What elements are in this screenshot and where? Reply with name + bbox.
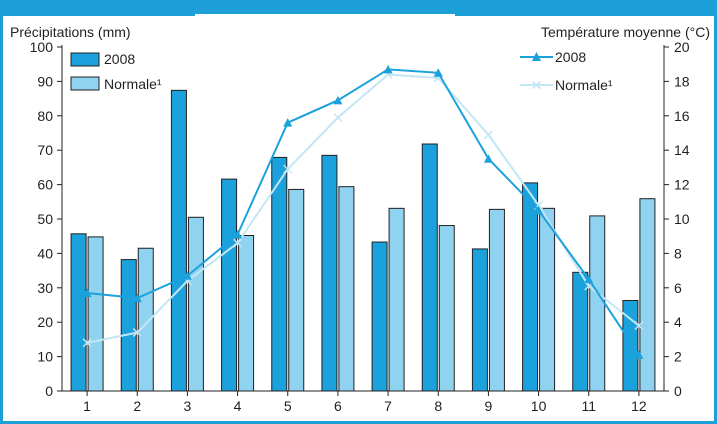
x-tick-label: 3: [184, 398, 192, 414]
legend-marker-x-icon: [532, 80, 541, 90]
bar-2008-4: [221, 178, 238, 392]
point-2008-6: [333, 95, 343, 105]
bar-2008-3: [170, 89, 187, 392]
legend-label-bar-2008: 2008: [104, 51, 135, 67]
point-normale-1: [82, 338, 92, 348]
bar-2008-6: [321, 154, 338, 392]
bar-normale-10: [539, 207, 556, 392]
left-tick-label: 90: [37, 73, 53, 89]
right-axis-title: Température moyenne (°C): [541, 24, 710, 40]
point-2008-8: [433, 68, 443, 77]
legend-swatch-bar-normale: [70, 76, 100, 91]
left-tick-label: 10: [37, 349, 53, 365]
right-tick-label: 4: [674, 314, 682, 330]
legend-swatch-bar-2008: [70, 52, 100, 67]
bar-2008-8: [421, 143, 438, 392]
point-normale-2: [132, 327, 142, 338]
left-tick-label: 70: [37, 142, 53, 158]
legend-label-line-2008: 2008: [555, 49, 586, 65]
x-tick-label: 11: [581, 398, 596, 414]
right-tick-label: 8: [674, 245, 682, 261]
left-tick-label: 30: [37, 280, 53, 296]
point-normale-5: [283, 164, 293, 174]
axes-layer: 0102030405060708090100024681012141618201…: [30, 39, 690, 414]
x-tick-label: 10: [531, 398, 547, 414]
bar-2008-2: [120, 259, 137, 392]
right-tick-label: 0: [674, 383, 682, 399]
right-tick-label: 20: [674, 39, 690, 55]
bars-layer: [70, 89, 656, 392]
point-2008-9: [483, 154, 493, 163]
lines-layer: [82, 64, 644, 359]
point-2008-10: [534, 205, 544, 215]
left-tick-label: 50: [37, 211, 53, 227]
bar-normale-8: [438, 225, 455, 392]
point-normale-6: [333, 112, 343, 123]
bar-2008-1: [70, 233, 87, 392]
x-tick-label: 7: [384, 398, 392, 414]
point-2008-12: [634, 350, 644, 359]
bar-2008-5: [271, 156, 288, 392]
point-2008-11: [584, 274, 594, 284]
point-normale-9: [483, 130, 493, 140]
left-tick-label: 40: [37, 245, 53, 261]
left-tick-label: 80: [37, 108, 53, 124]
left-tick-label: 60: [37, 177, 53, 193]
x-tick-label: 2: [133, 398, 141, 414]
x-tick-label: 8: [434, 398, 442, 414]
bar-normale-1: [87, 236, 104, 392]
right-tick-label: 10: [674, 211, 690, 227]
x-tick-label: 6: [334, 398, 342, 414]
line-normale: [86, 73, 640, 344]
right-tick-label: 6: [674, 280, 682, 296]
x-tick-label: 5: [284, 398, 292, 414]
legend-label-bar-normale: Normale¹: [104, 76, 162, 92]
bar-legend: 2008 Normale¹: [70, 51, 162, 92]
point-normale-12: [634, 321, 644, 331]
line-legend: 2008 Normale¹: [520, 49, 613, 93]
bar-normale-3: [187, 216, 204, 392]
point-2008-4: [233, 229, 243, 239]
right-tick-label: 16: [674, 108, 690, 124]
point-2008-2: [132, 293, 142, 303]
bar-normale-6: [338, 186, 355, 392]
bar-2008-9: [471, 248, 488, 392]
x-tick-label: 4: [234, 398, 242, 414]
right-tick-label: 2: [674, 349, 682, 365]
bar-normale-7: [388, 207, 405, 392]
legend-marker-triangle-icon: [532, 52, 541, 61]
right-tick-label: 14: [674, 142, 690, 158]
x-tick-label: 1: [83, 398, 91, 414]
point-2008-7: [383, 64, 393, 74]
legend-label-line-normale: Normale¹: [555, 77, 613, 93]
point-2008-5: [283, 118, 293, 127]
bar-normale-12: [639, 198, 656, 392]
right-tick-label: 18: [674, 73, 690, 89]
bar-normale-9: [488, 208, 505, 392]
right-tick-label: 12: [674, 177, 690, 193]
bar-normale-5: [288, 188, 305, 392]
bar-2008-7: [371, 241, 388, 392]
left-tick-label: 100: [30, 39, 54, 55]
header-tab: [195, 0, 455, 16]
left-tick-label: 20: [37, 314, 53, 330]
point-normale-4: [233, 238, 243, 248]
bar-normale-11: [589, 215, 606, 392]
header-band: [0, 0, 717, 16]
bar-normale-4: [238, 235, 255, 392]
point-2008-1: [82, 288, 92, 297]
left-axis-title: Précipitations (mm): [10, 24, 131, 40]
left-tick-label: 0: [45, 383, 53, 399]
point-2008-3: [182, 271, 192, 280]
line-2008: [86, 68, 640, 356]
x-tick-label: 9: [485, 398, 493, 414]
x-tick-label: 12: [631, 398, 647, 414]
